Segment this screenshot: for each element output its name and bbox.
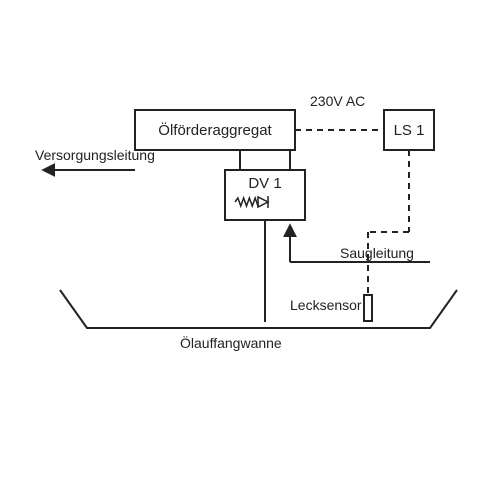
wanne-label: Ölauffangwanne [180, 334, 282, 351]
versorgungsleitung-label: Versorgungsleitung [35, 147, 155, 163]
oil-system-diagram: Ölförderaggregat LS 1 DV 1 230V AC Versorgun… [0, 0, 500, 500]
voltage-label: 230V AC [310, 93, 365, 109]
lecksensor-label: Lecksensor [290, 297, 362, 313]
ls1-label: LS 1 [394, 122, 425, 139]
canvas-bg [0, 0, 500, 500]
saugleitung-label: Saugleitung [340, 245, 414, 261]
dv1-label: DV 1 [248, 175, 281, 192]
aggregat-label: Ölförderaggregat [158, 121, 272, 139]
